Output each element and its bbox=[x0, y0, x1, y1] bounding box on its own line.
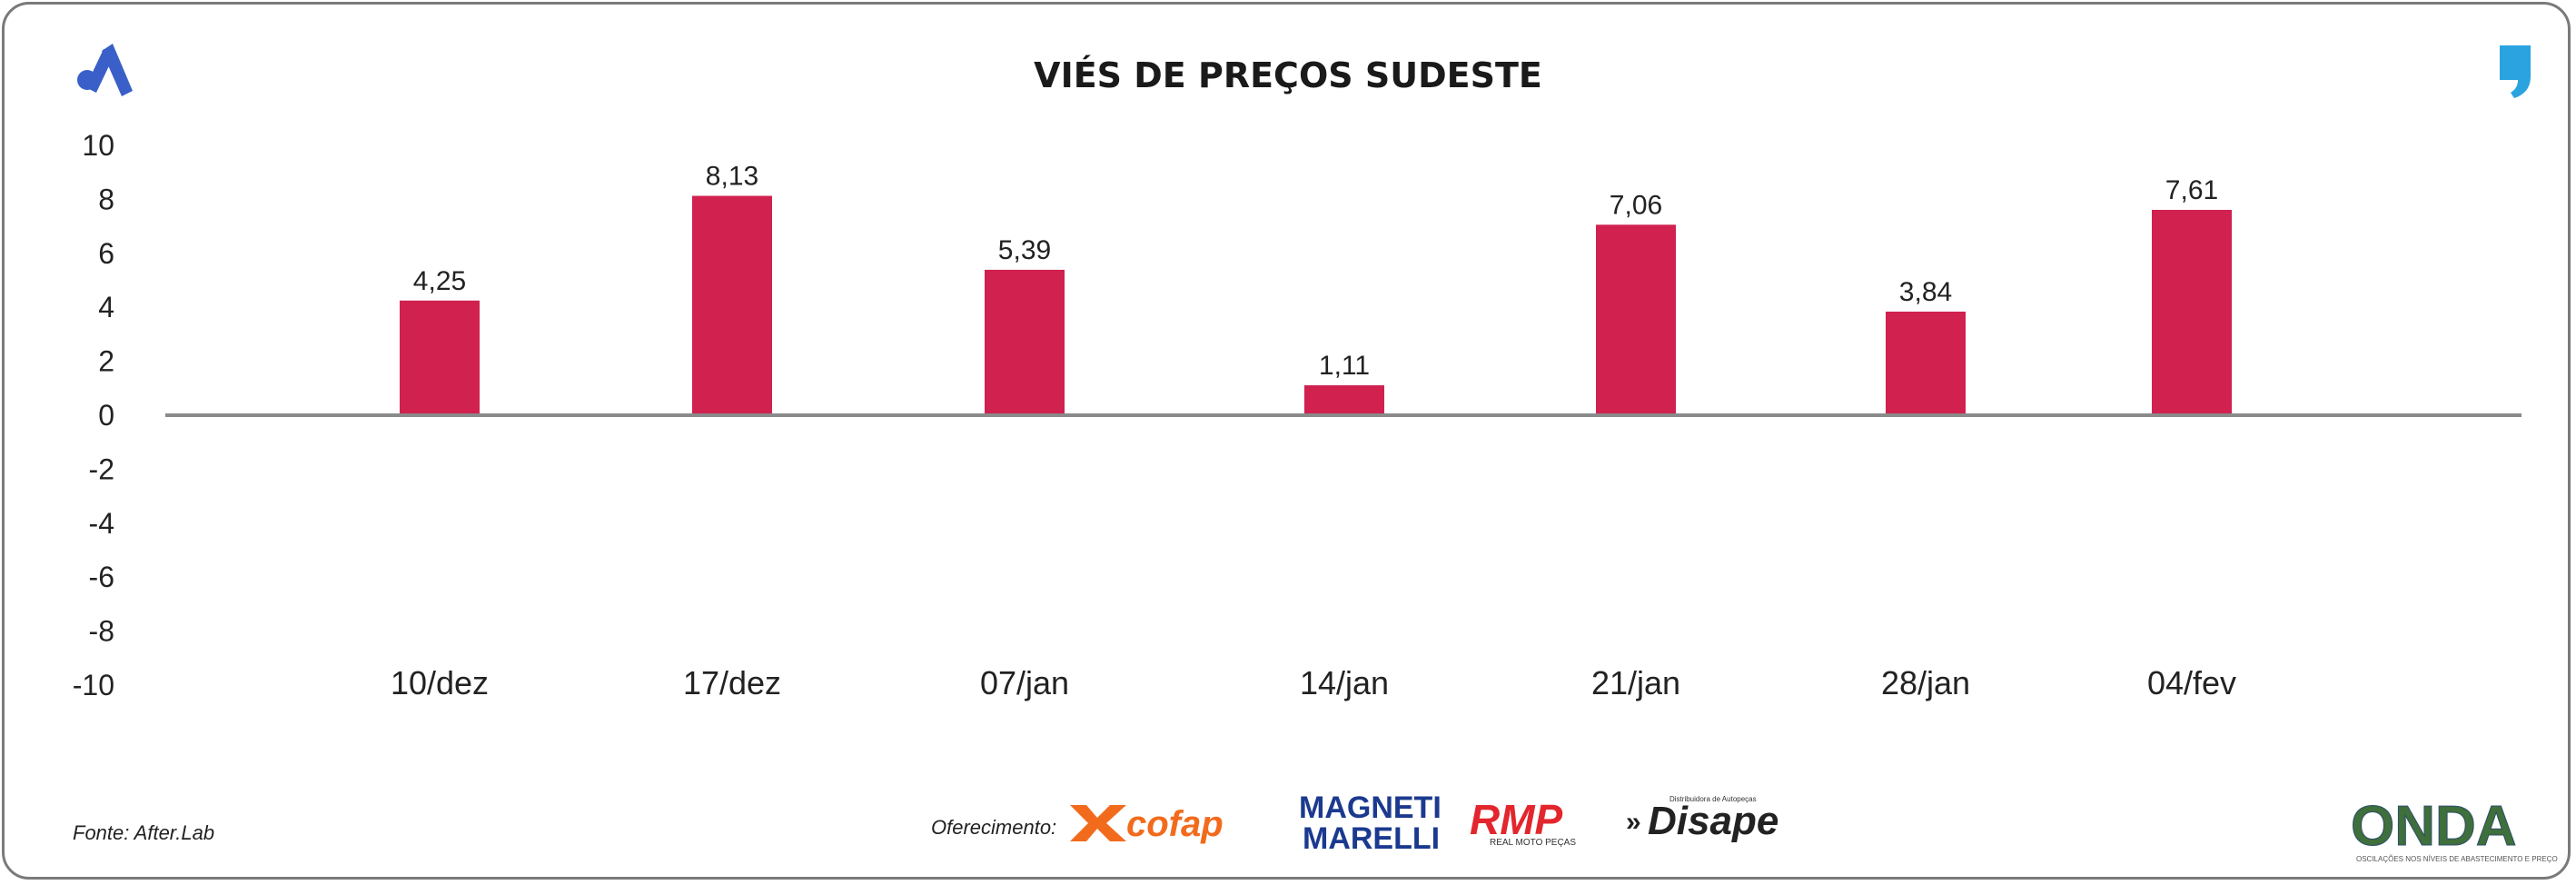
svg-text:OSCILAÇÕES NOS NÍVEIS DE ABAST: OSCILAÇÕES NOS NÍVEIS DE ABASTECIMENTO E… bbox=[2356, 855, 2558, 863]
data-label: 7,06 bbox=[1610, 190, 1662, 220]
bar-28/jan bbox=[1886, 311, 1966, 415]
magneti-marelli-logo: MAGNETI MARELLI bbox=[1299, 791, 1442, 856]
svg-text:»: » bbox=[1626, 807, 1641, 837]
x-axis: 10/dez 17/dez 07/jan 14/jan 21/jan 28/jan 04/f… bbox=[391, 664, 2236, 701]
bars-group bbox=[400, 195, 2232, 415]
data-label: 7,61 bbox=[2165, 175, 2218, 205]
svg-text:REAL MOTO PEÇAS: REAL MOTO PEÇAS bbox=[1490, 838, 1576, 848]
y-tick-label: -8 bbox=[89, 615, 114, 648]
onda-logo: ONDA OSCILAÇÕES NOS NÍVEIS DE ABASTECIME… bbox=[2351, 795, 2558, 864]
x-tick-label: 04/fev bbox=[2147, 664, 2236, 701]
data-label: 1,11 bbox=[1319, 351, 1370, 381]
y-tick-label: -6 bbox=[89, 561, 114, 593]
y-axis: 10 8 6 4 2 0 -2 -4 -6 -8 -10 bbox=[73, 129, 114, 701]
x-tick-label: 28/jan bbox=[1881, 664, 1970, 701]
quote-mark-icon bbox=[2500, 45, 2531, 98]
bar-04/fev bbox=[2152, 209, 2232, 415]
y-tick-label: 2 bbox=[98, 345, 114, 378]
y-tick-label: -10 bbox=[73, 669, 114, 701]
data-label: 4,25 bbox=[413, 266, 466, 296]
data-label: 5,39 bbox=[998, 235, 1051, 265]
svg-text:Disape: Disape bbox=[1648, 799, 1778, 843]
svg-text:ONDA: ONDA bbox=[2351, 795, 2517, 858]
y-tick-label: -4 bbox=[89, 507, 114, 540]
y-tick-label: 0 bbox=[98, 399, 114, 432]
data-label: 8,13 bbox=[706, 162, 758, 192]
data-labels-group: 4,25 8,13 5,39 1,11 7,06 3,84 7,61 bbox=[413, 162, 2218, 381]
svg-text:Distribuidora de Autopeças: Distribuidora de Autopeças bbox=[1669, 795, 1757, 803]
cofap-logo: cofap bbox=[1070, 804, 1224, 844]
bar-14/jan bbox=[1304, 385, 1384, 415]
y-tick-label: -2 bbox=[89, 452, 114, 485]
y-tick-label: 6 bbox=[98, 237, 114, 270]
svg-text:RMP: RMP bbox=[1470, 796, 1563, 843]
x-tick-label: 10/dez bbox=[391, 664, 489, 701]
bar-21/jan bbox=[1596, 224, 1676, 415]
bar-10/dez bbox=[400, 300, 480, 415]
bar-07/jan bbox=[985, 269, 1065, 415]
svg-text:MAGNETI: MAGNETI bbox=[1299, 791, 1442, 825]
x-tick-label: 07/jan bbox=[980, 664, 1069, 701]
y-tick-label: 8 bbox=[98, 183, 114, 215]
source-label: Fonte: After.Lab bbox=[73, 821, 214, 844]
chart-title: VIÉS DE PREÇOS SUDESTE bbox=[1034, 55, 1542, 95]
disape-logo: Distribuidora de Autopeças » Disape bbox=[1626, 795, 1778, 843]
svg-text:MARELLI: MARELLI bbox=[1303, 821, 1440, 856]
svg-text:cofap: cofap bbox=[1126, 804, 1224, 844]
x-tick-label: 14/jan bbox=[1300, 664, 1389, 701]
x-tick-label: 21/jan bbox=[1591, 664, 1680, 701]
sponsor-label: Oferecimento: bbox=[931, 816, 1056, 839]
bar-17/dez bbox=[692, 195, 772, 415]
y-tick-label: 10 bbox=[82, 129, 114, 162]
data-label: 3,84 bbox=[1899, 277, 1952, 307]
rmp-logo: RMP REAL MOTO PEÇAS bbox=[1470, 796, 1576, 848]
after-lab-logo-icon bbox=[77, 44, 133, 96]
y-tick-label: 4 bbox=[98, 291, 114, 323]
x-tick-label: 17/dez bbox=[683, 664, 781, 701]
